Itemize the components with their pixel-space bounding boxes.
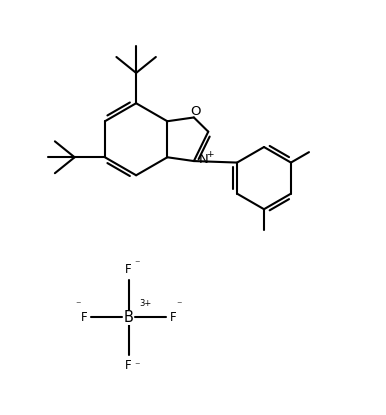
Text: ⁻: ⁻	[134, 259, 139, 269]
Text: O: O	[190, 105, 201, 118]
Text: F: F	[81, 311, 87, 324]
Text: B: B	[124, 310, 134, 325]
Text: ⁻: ⁻	[177, 300, 182, 310]
Text: ⁻: ⁻	[134, 361, 139, 371]
Text: 3+: 3+	[139, 299, 151, 308]
Text: +: +	[206, 150, 213, 159]
Text: ⁻: ⁻	[75, 300, 80, 310]
Text: F: F	[125, 263, 132, 276]
Text: F: F	[125, 359, 132, 372]
Text: N: N	[199, 153, 208, 166]
Text: F: F	[170, 311, 176, 324]
